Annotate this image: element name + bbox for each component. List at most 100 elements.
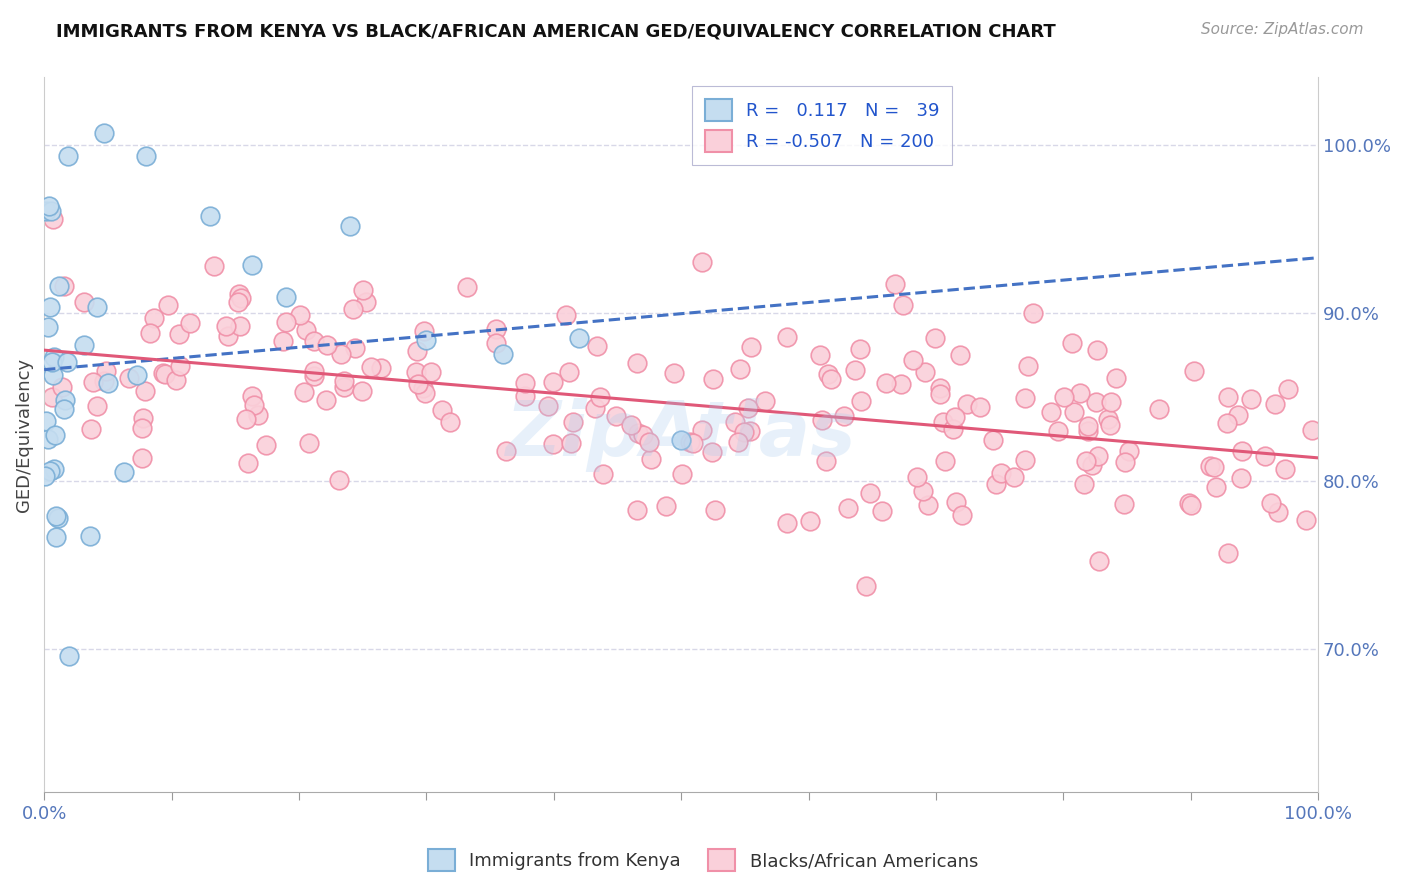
Point bbox=[820, 372, 842, 386]
Point bbox=[655, 499, 678, 513]
Point bbox=[1097, 411, 1119, 425]
Point bbox=[808, 348, 831, 362]
Point bbox=[413, 324, 436, 338]
Point bbox=[302, 369, 325, 384]
Point bbox=[125, 368, 148, 382]
Point bbox=[620, 418, 643, 433]
Point bbox=[981, 434, 1004, 448]
Point bbox=[924, 330, 946, 344]
Point bbox=[415, 333, 437, 347]
Point bbox=[485, 322, 508, 336]
Point bbox=[45, 530, 67, 544]
Point bbox=[682, 436, 704, 450]
Point bbox=[139, 326, 162, 340]
Point bbox=[360, 360, 382, 375]
Point bbox=[240, 389, 263, 403]
Point bbox=[1267, 505, 1289, 519]
Point bbox=[1301, 423, 1323, 437]
Point bbox=[1147, 402, 1170, 417]
Point bbox=[354, 294, 377, 309]
Point bbox=[848, 343, 870, 357]
Point bbox=[93, 126, 115, 140]
Point bbox=[1014, 391, 1036, 405]
Point bbox=[811, 413, 834, 427]
Point bbox=[53, 279, 76, 293]
Point bbox=[80, 422, 103, 436]
Point bbox=[690, 423, 713, 437]
Point bbox=[1230, 444, 1253, 458]
Point bbox=[1062, 336, 1084, 351]
Point bbox=[271, 334, 294, 348]
Point bbox=[298, 435, 321, 450]
Point bbox=[131, 421, 153, 435]
Point bbox=[568, 331, 591, 345]
Point bbox=[156, 298, 179, 312]
Point bbox=[343, 341, 366, 355]
Point bbox=[288, 308, 311, 322]
Point bbox=[560, 436, 582, 450]
Point bbox=[316, 338, 339, 352]
Point bbox=[215, 318, 238, 333]
Point bbox=[86, 301, 108, 315]
Point bbox=[905, 470, 928, 484]
Point bbox=[855, 579, 877, 593]
Point bbox=[333, 375, 356, 389]
Point bbox=[1087, 449, 1109, 463]
Point bbox=[228, 286, 250, 301]
Point bbox=[420, 365, 443, 379]
Point bbox=[776, 330, 799, 344]
Point bbox=[702, 372, 724, 386]
Point bbox=[851, 394, 873, 409]
Text: Source: ZipAtlas.com: Source: ZipAtlas.com bbox=[1201, 22, 1364, 37]
Point bbox=[112, 465, 135, 479]
Point bbox=[817, 367, 839, 381]
Point bbox=[132, 411, 155, 425]
Point bbox=[537, 399, 560, 413]
Point bbox=[73, 295, 96, 310]
Point bbox=[1069, 385, 1091, 400]
Point bbox=[93, 374, 115, 388]
Point bbox=[48, 279, 70, 293]
Point bbox=[543, 375, 565, 389]
Point bbox=[1022, 306, 1045, 320]
Point bbox=[990, 466, 1012, 480]
Point bbox=[1274, 462, 1296, 476]
Point bbox=[557, 365, 579, 379]
Point bbox=[1104, 371, 1126, 385]
Point bbox=[640, 451, 662, 466]
Point bbox=[626, 503, 648, 517]
Point bbox=[96, 364, 118, 378]
Point bbox=[1216, 390, 1239, 404]
Point bbox=[1084, 395, 1107, 409]
Point bbox=[929, 381, 952, 395]
Point bbox=[1182, 364, 1205, 378]
Point bbox=[671, 467, 693, 481]
Point bbox=[733, 425, 755, 440]
Point bbox=[1076, 424, 1098, 438]
Point bbox=[914, 365, 936, 379]
Point bbox=[589, 390, 612, 404]
Point bbox=[350, 384, 373, 398]
Point bbox=[890, 376, 912, 391]
Point bbox=[38, 199, 60, 213]
Point bbox=[1216, 546, 1239, 560]
Point bbox=[1118, 444, 1140, 458]
Point bbox=[42, 368, 65, 383]
Point bbox=[875, 376, 897, 391]
Point bbox=[56, 355, 79, 369]
Point bbox=[948, 348, 970, 362]
Point bbox=[1199, 459, 1222, 474]
Point bbox=[724, 415, 747, 429]
Point bbox=[942, 422, 965, 436]
Point bbox=[246, 408, 269, 422]
Point bbox=[702, 445, 724, 459]
Point bbox=[73, 338, 96, 352]
Point bbox=[439, 415, 461, 429]
Point bbox=[302, 334, 325, 348]
Point bbox=[198, 209, 221, 223]
Point bbox=[943, 410, 966, 425]
Point bbox=[41, 390, 63, 404]
Point bbox=[56, 148, 79, 162]
Point bbox=[917, 498, 939, 512]
Point bbox=[45, 509, 67, 524]
